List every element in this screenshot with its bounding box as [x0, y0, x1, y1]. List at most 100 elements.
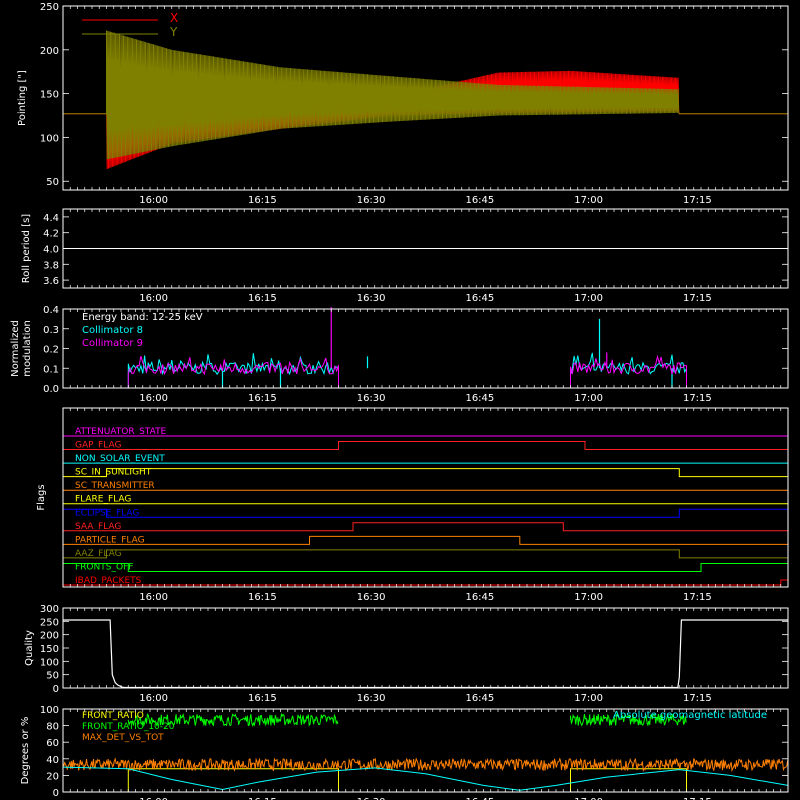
y-tick-label: 3.8 — [43, 260, 59, 271]
y-tick-label: 150 — [40, 90, 59, 101]
flag-label: SAA_FLAG — [75, 522, 121, 532]
y-tick-label: 250 — [40, 617, 59, 628]
y-tick-label: 60 — [46, 738, 59, 749]
x-tick-label: 16:15 — [248, 393, 277, 404]
series-y-line — [63, 30, 788, 160]
x-tick-label: 17:00 — [574, 393, 603, 404]
y-tick-label: 0.1 — [43, 364, 59, 375]
x-tick-label: 16:45 — [465, 195, 494, 206]
panel-pointing: 50 100 150 200 250 Pointing ["] XY 16:00 16:15 16… — [17, 2, 789, 206]
x-tick-label: 16:15 — [248, 293, 277, 304]
series-line — [62, 766, 789, 791]
series-modulation-line — [63, 354, 788, 389]
x-tick-label: 16:30 — [357, 693, 386, 704]
x-tick-label: 16:00 — [139, 393, 168, 404]
y-tick-label: 0.2 — [43, 345, 59, 356]
flag-label: SC_IN_SUNLIGHT — [75, 468, 152, 478]
x-tick-label: 16:00 — [139, 592, 168, 603]
y-axis-label: Degrees or % — [20, 717, 31, 785]
x-tick-label: 17:00 — [574, 797, 603, 800]
flag-label: ATTENUATOR_STATE — [75, 427, 167, 437]
x-tick-label: 16:45 — [465, 693, 494, 704]
flag-fronts-off-line — [63, 563, 788, 572]
legend-label: Y — [169, 25, 178, 39]
y-axis-label: Flags — [36, 484, 47, 510]
x-tick-label: 16:30 — [357, 195, 386, 206]
flag-label: FRONTS_OFF — [75, 562, 133, 572]
x-tick-label: 16:00 — [139, 195, 168, 206]
flag-label: GAP_FLAG — [75, 441, 121, 451]
x-tick-label: 16:15 — [248, 592, 277, 603]
flag-sc-in-sunlight-line — [63, 468, 788, 478]
y-tick-label: 4.0 — [43, 245, 59, 256]
panel-modulation: 0.0 0.1 0.2 0.3 0.4 Normalized modulation Energ… — [10, 305, 789, 404]
y-tick-label: 0 — [53, 684, 59, 695]
x-tick-label: 17:15 — [683, 592, 712, 603]
x-tick-label: 17:15 — [683, 195, 712, 206]
legend-label: FRONT_RATIO — [82, 711, 144, 721]
y-tick-label: 0.4 — [43, 305, 59, 316]
y-tick-label: 200 — [40, 46, 59, 57]
y-axis-label: modulation — [22, 320, 33, 377]
flag-eclipse-flag-line — [63, 508, 788, 518]
y-tick-label: 0.0 — [43, 384, 59, 395]
x-tick-label: 16:45 — [465, 797, 494, 800]
x-tick-label: 17:00 — [574, 293, 603, 304]
x-tick-label: 17:15 — [683, 293, 712, 304]
y-tick-label: 100 — [40, 705, 59, 716]
flag-label: FLARE_FLAG — [75, 495, 131, 505]
flag-ibad-packets-line — [63, 579, 788, 586]
legend-label: Collimator 9 — [82, 338, 143, 349]
x-tick-label: 16:00 — [139, 693, 168, 704]
x-tick-label: 16:45 — [465, 393, 494, 404]
y-tick-label: 0 — [53, 788, 59, 799]
y-tick-label: 50 — [46, 671, 59, 682]
x-tick-label: 17:00 — [574, 195, 603, 206]
panel-roll-period: 3.6 3.8 4.0 4.2 4.4 Roll period [s] 16:00 16:15… — [21, 208, 789, 304]
y-tick-label: 4.4 — [43, 213, 59, 224]
x-tick-label: 16:30 — [357, 592, 386, 603]
x-tick-label: 16:30 — [357, 393, 386, 404]
legend-label: Collimator 8 — [82, 325, 143, 336]
x-tick-label: 16:45 — [465, 293, 494, 304]
x-tick-label: 16:15 — [248, 797, 277, 800]
y-tick-label: 4.2 — [43, 229, 59, 240]
legend-label: MAX_DET_VS_TOT — [82, 733, 164, 743]
y-tick-label: 3.6 — [43, 276, 59, 287]
flag-aaz-flag-line — [63, 549, 788, 559]
x-tick-label: 16:00 — [139, 293, 168, 304]
x-tick-label: 17:15 — [683, 797, 712, 800]
y-tick-label: 150 — [40, 644, 59, 655]
panel-quality: 0 50 100 150 200 250 300 Quality 16:00 16:15 16:30… — [24, 604, 789, 704]
legend-label: X — [170, 11, 178, 25]
y-tick-label: 300 — [40, 604, 59, 615]
flag-label: IBAD_PACKETS — [75, 576, 142, 586]
flag-label: NON_SOLAR_EVENT — [75, 454, 165, 464]
y-tick-label: 20 — [46, 771, 59, 782]
panel-flags: ATTENUATOR_STATE GAP_FLAG NON_SOLAR_EVENT S… — [36, 407, 789, 603]
panel-degrees: 0 20 40 60 80 100 Degrees or % FRONT_RATIOFRONT… — [20, 705, 789, 800]
y-tick-label: 200 — [40, 631, 59, 642]
y-axis-label: Pointing ["] — [17, 70, 28, 126]
y-axis-label: Quality — [24, 630, 35, 666]
y-tick-label: 80 — [46, 722, 59, 733]
y-tick-label: 100 — [40, 657, 59, 668]
flag-label: SC_TRANSMITTER — [75, 481, 155, 491]
flag-label: AAZ_FLAG — [75, 549, 122, 559]
flag-label: ECLIPSE_FLAG — [75, 508, 139, 518]
series-noisy-line — [62, 757, 789, 773]
flag-saa-flag-line — [63, 522, 788, 532]
flag-particle-flag-line — [63, 535, 788, 545]
y-tick-label: 250 — [40, 2, 59, 13]
y-axis-label: Normalized — [10, 320, 21, 377]
x-tick-label: 16:30 — [357, 797, 386, 800]
x-tick-label: 16:15 — [248, 195, 277, 206]
x-tick-label: 16:00 — [139, 797, 168, 800]
series-noisy-line — [127, 712, 687, 727]
x-tick-label: 17:00 — [574, 693, 603, 704]
y-axis-label: Roll period [s] — [21, 214, 32, 283]
y-tick-label: 100 — [40, 133, 59, 144]
x-tick-label: 17:15 — [683, 393, 712, 404]
x-tick-label: 16:30 — [357, 293, 386, 304]
